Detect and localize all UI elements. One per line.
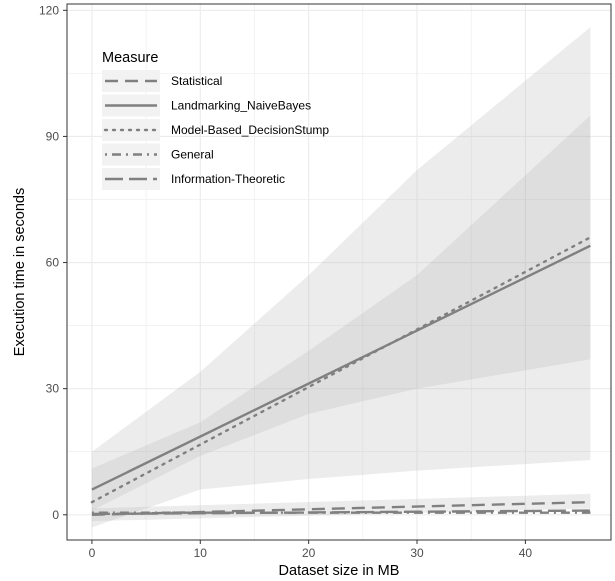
series-line — [90, 236, 592, 504]
y-axis-title: Execution time in seconds — [12, 188, 28, 356]
confidence-band — [91, 115, 591, 511]
y-tick-label: 60 — [46, 256, 60, 270]
x-tick-label: 20 — [302, 546, 316, 560]
y-tick-label: 120 — [39, 3, 59, 17]
axis-ticks: 0 10 20 30 40 0 30 60 90 120 — [39, 3, 532, 560]
y-tick-label: 90 — [46, 129, 60, 143]
plot-panel-border — [66, 3, 612, 541]
series-lines — [90, 236, 592, 516]
legend-label: Model-Based_DecisionStump — [171, 123, 329, 137]
legend-title: Measure — [102, 50, 158, 66]
legend-label: General — [171, 148, 214, 162]
x-tick-label: 10 — [194, 546, 208, 560]
legend: Measure Statistical Landmarking_NaiveBaye… — [102, 50, 329, 190]
legend-label: Landmarking_NaiveBayes — [171, 99, 311, 113]
y-tick-label: 0 — [52, 508, 59, 522]
x-tick-label: 0 — [89, 546, 96, 560]
x-axis-title: Dataset size in MB — [279, 563, 400, 579]
y-tick-label: 30 — [46, 382, 60, 396]
series-line — [91, 509, 591, 516]
x-tick-label: 40 — [519, 546, 533, 560]
legend-label: Statistical — [171, 74, 222, 88]
legend-label: Information-Theoretic — [171, 172, 285, 186]
x-tick-label: 30 — [410, 546, 424, 560]
series-line — [91, 244, 591, 491]
legend-key — [102, 143, 160, 166]
confidence-band — [91, 27, 591, 528]
